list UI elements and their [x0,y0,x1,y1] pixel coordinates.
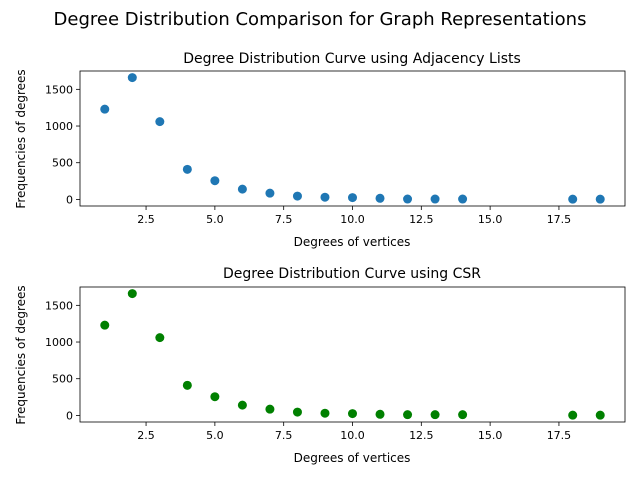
adjacency-y-tick-label: 1500 [45,83,73,96]
adjacency-x-axis-label: Degrees of vertices [294,235,411,249]
csr-x-tick-label: 2.5 [137,429,155,442]
csr-y-tick-label: 0 [66,409,73,422]
adjacency-panel-title: Degree Distribution Curve using Adjacenc… [183,51,521,67]
adjacency-x-tick-label: 10.0 [340,213,365,226]
csr-data-point [320,408,330,418]
csr-x-tick-label: 12.5 [409,429,434,442]
csr-data-point [568,410,578,420]
csr-data-point [292,407,302,417]
adjacency-data-point [182,164,192,174]
csr-y-tick-label: 1000 [45,336,73,349]
adjacency-data-point [403,194,413,204]
adjacency-x-tick-label: 15.0 [478,213,503,226]
csr-x-tick-label: 10.0 [340,429,365,442]
adjacency-x-tick-label: 2.5 [137,213,155,226]
adjacency-data-point [595,194,605,204]
adjacency-data-point [292,191,302,201]
csr-data-point [430,410,440,420]
adjacency-x-tick-label: 12.5 [409,213,434,226]
csr-data-point [210,392,220,402]
adjacency-data-point [430,194,440,204]
adjacency-x-tick-label: 17.5 [547,213,572,226]
csr-x-tick-label: 5.0 [206,429,224,442]
adjacency-data-point [100,104,110,114]
adjacency-list-panel: Degree Distribution Curve using Adjacenc… [14,51,626,249]
figure-title: Degree Distribution Comparison for Graph… [54,9,587,30]
csr-x-tick-label: 15.0 [478,429,503,442]
adjacency-data-point [375,193,385,203]
csr-y-axis-label: Frequencies of degrees [14,285,28,424]
csr-axes-frame [79,286,626,423]
adjacency-data-point [127,73,137,83]
csr-data-point [348,409,357,419]
csr-data-point [458,410,468,420]
csr-data-point [403,410,413,420]
csr-data-point [375,409,385,419]
adjacency-y-tick-label: 1000 [45,120,73,133]
csr-data-point [155,333,165,343]
csr-x-tick-label: 7.5 [275,429,293,442]
csr-x-tick-label: 17.5 [547,429,572,442]
adjacency-data-point [265,188,275,198]
csr-panel-title: Degree Distribution Curve using CSR [223,266,481,282]
adjacency-x-tick-label: 5.0 [206,213,224,226]
adjacency-y-axis-label: Frequencies of degrees [14,69,28,208]
csr-data-point [127,289,137,299]
adjacency-axes-frame [79,70,626,207]
csr-x-axis-label: Degrees of vertices [294,451,411,465]
csr-y-tick-label: 500 [52,373,73,386]
csr-y-tick-label: 1500 [45,299,73,312]
adjacency-y-tick-label: 0 [66,193,73,206]
adjacency-data-point [348,193,357,203]
csr-data-point [265,404,275,414]
adjacency-data-point [237,184,247,194]
adjacency-data-point [458,194,468,204]
adjacency-y-tick-label: 500 [52,157,73,170]
adjacency-data-point [320,192,330,202]
adjacency-data-point [155,117,165,127]
csr-data-point [237,400,247,410]
adjacency-data-point [210,176,220,186]
csr-data-point [100,320,110,330]
adjacency-data-point [568,194,578,204]
adjacency-x-tick-label: 7.5 [275,213,293,226]
csr-data-point [182,380,192,390]
csr-panel: Degree Distribution Curve using CSR Degr… [14,266,626,465]
csr-data-point [595,410,605,420]
